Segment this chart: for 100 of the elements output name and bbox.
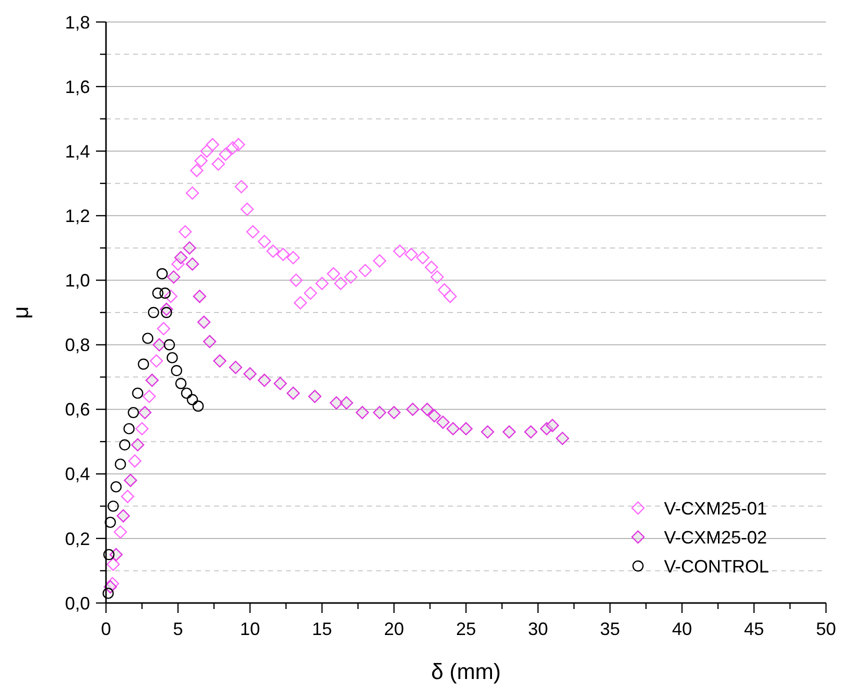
- x-tick-label: 15: [312, 619, 332, 639]
- y-axis-title: μ: [8, 306, 33, 319]
- point: [266, 244, 280, 258]
- y-tick-label: 0,4: [64, 464, 90, 484]
- point: [444, 290, 457, 303]
- point: [428, 409, 441, 422]
- x-tick-label: 45: [744, 619, 764, 639]
- point: [373, 254, 386, 268]
- point: [356, 406, 369, 420]
- point: [119, 439, 130, 450]
- x-tick-label: 30: [528, 619, 548, 639]
- y-tick-label: 1,2: [64, 206, 90, 226]
- legend-label: V-CXM25-01: [664, 498, 768, 518]
- point: [330, 396, 343, 410]
- x-tick-label: 25: [456, 619, 476, 639]
- point: [142, 390, 156, 404]
- y-tick-label: 0,6: [64, 400, 90, 420]
- point: [274, 376, 287, 390]
- point: [123, 423, 135, 434]
- point: [142, 332, 154, 344]
- point: [166, 352, 178, 364]
- point: [315, 276, 329, 290]
- point: [132, 388, 144, 399]
- point: [174, 251, 188, 264]
- x-tick-label: 20: [384, 619, 404, 639]
- point: [152, 338, 166, 352]
- point: [406, 402, 420, 416]
- x-tick-label: 5: [172, 619, 184, 639]
- point: [131, 438, 144, 452]
- point: [164, 339, 175, 350]
- point: [178, 225, 192, 238]
- legend-label: V-CONTROL: [664, 556, 770, 576]
- point: [104, 516, 116, 528]
- point: [446, 422, 460, 436]
- point: [116, 509, 130, 522]
- point: [546, 418, 559, 432]
- point: [308, 390, 322, 404]
- point: [114, 525, 127, 539]
- point: [138, 406, 152, 420]
- point: [159, 288, 171, 299]
- point: [160, 306, 172, 318]
- point: [181, 388, 192, 399]
- point: [108, 500, 119, 512]
- point: [213, 354, 226, 368]
- legend-label: V-CXM25-02: [664, 527, 768, 548]
- point: [246, 225, 260, 238]
- point: [186, 394, 198, 406]
- point: [124, 474, 138, 487]
- point: [436, 416, 450, 429]
- point: [240, 202, 254, 216]
- y-tick-label: 0,0: [64, 593, 90, 614]
- point: [138, 358, 150, 370]
- point: [358, 264, 372, 278]
- point: [157, 322, 170, 336]
- point: [289, 274, 303, 287]
- point: [387, 406, 401, 420]
- point: [340, 396, 354, 410]
- point: [212, 157, 225, 171]
- point: [304, 286, 318, 300]
- y-tick-label: 1,4: [64, 141, 90, 162]
- point: [294, 296, 307, 310]
- point: [193, 290, 206, 303]
- point: [326, 267, 340, 280]
- point: [164, 290, 178, 303]
- point: [424, 260, 438, 274]
- x-tick-label: 50: [816, 619, 836, 639]
- point: [197, 316, 211, 329]
- point: [106, 558, 120, 571]
- point: [226, 141, 240, 154]
- x-tick-label: 10: [240, 619, 260, 639]
- x-tick-label: 40: [672, 619, 692, 639]
- point: [203, 334, 216, 348]
- point: [128, 406, 139, 418]
- point: [438, 283, 451, 297]
- point: [276, 248, 290, 261]
- point: [234, 180, 248, 194]
- point: [430, 270, 444, 284]
- x-tick-label: 0: [100, 619, 112, 639]
- point: [334, 276, 348, 290]
- point: [150, 354, 163, 368]
- point: [194, 154, 208, 168]
- point: [286, 251, 300, 264]
- point: [459, 422, 473, 436]
- point: [556, 432, 570, 445]
- point: [286, 386, 300, 400]
- point: [170, 365, 182, 376]
- point: [175, 378, 186, 390]
- point: [103, 548, 114, 560]
- point: [192, 400, 204, 412]
- point: [182, 241, 196, 255]
- point: [106, 577, 120, 590]
- point: [110, 481, 122, 492]
- point: [121, 490, 134, 504]
- point: [167, 270, 180, 284]
- point: [102, 588, 114, 599]
- point: [135, 422, 149, 436]
- point: [232, 138, 246, 152]
- point: [258, 234, 271, 248]
- x-axis-title: δ (mm): [431, 659, 501, 684]
- point: [114, 458, 126, 470]
